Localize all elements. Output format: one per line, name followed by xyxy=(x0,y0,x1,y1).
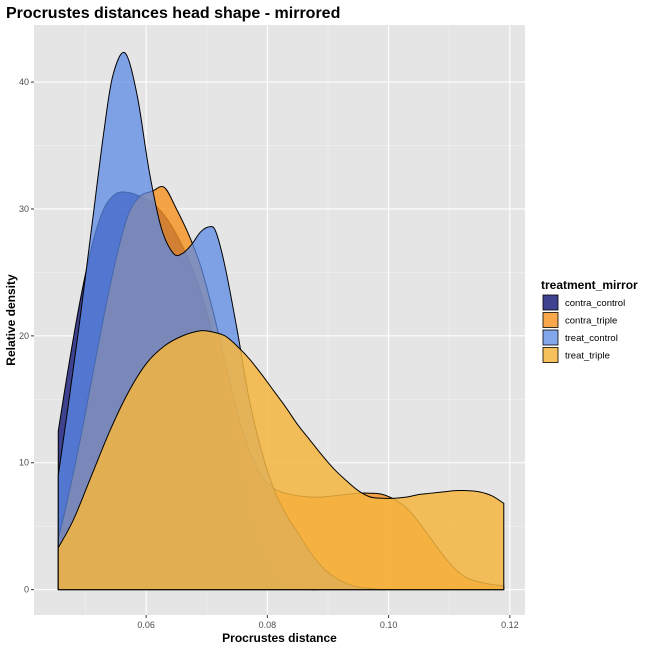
x-tick-label: 0.08 xyxy=(259,620,277,630)
legend-key-treat-triple xyxy=(542,347,559,363)
legend-key-treat-control xyxy=(542,329,559,346)
legend-label: treat_triple xyxy=(565,351,610,362)
density-area-treat-triple xyxy=(57,330,505,591)
x-tick-label: 0.10 xyxy=(380,620,398,630)
legend-label: contra_control xyxy=(565,298,625,309)
legend-title: treatment_mirror xyxy=(541,278,638,292)
y-tick-label: 40 xyxy=(19,77,29,87)
x-axis-title: Procrustes distance xyxy=(222,631,337,645)
y-axis-ticks: 0 10 20 30 40 xyxy=(19,77,34,595)
x-axis-ticks: 0.06 0.08 0.10 0.12 xyxy=(137,615,519,630)
legend-label: treat_control xyxy=(565,333,618,344)
legend: treatment_mirror contra_control contra_tr… xyxy=(541,278,638,363)
legend-key-contra-triple xyxy=(542,312,559,328)
x-tick-label: 0.12 xyxy=(501,620,519,630)
y-tick-label: 10 xyxy=(19,458,29,468)
density-areas xyxy=(57,51,505,591)
chart-title: Procrustes distances head shape - mirror… xyxy=(6,5,340,22)
y-tick-label: 20 xyxy=(19,331,29,341)
legend-key-contra-control xyxy=(542,294,559,311)
y-axis-title: Relative density xyxy=(4,274,18,366)
x-tick-label: 0.06 xyxy=(137,620,155,630)
y-tick-label: 0 xyxy=(24,585,29,595)
legend-label: contra_triple xyxy=(565,316,617,327)
y-tick-label: 30 xyxy=(19,204,29,214)
